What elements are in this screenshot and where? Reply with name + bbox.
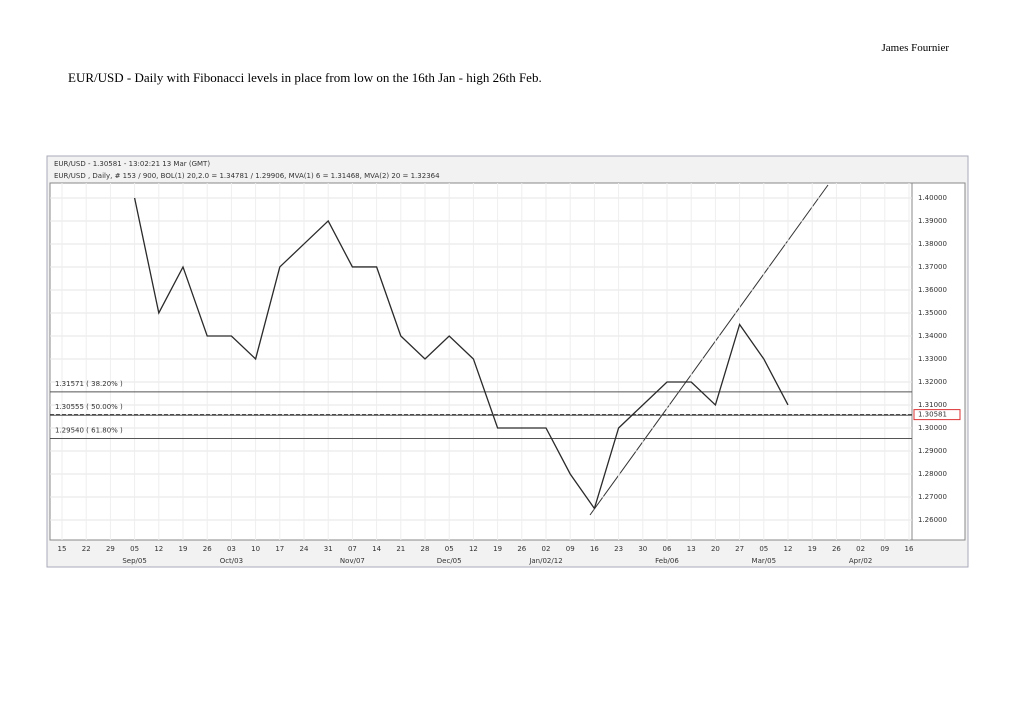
x-tick-label: 09 — [880, 545, 889, 553]
plot-area — [49, 182, 913, 541]
x-tick-label: 10 — [251, 545, 260, 553]
y-tick-label: 1.40000 — [918, 194, 947, 202]
y-tick-label: 1.28000 — [918, 470, 947, 478]
x-tick-label: 05 — [759, 545, 768, 553]
y-tick-label: 1.37000 — [918, 263, 947, 271]
y-tick-label: 1.35000 — [918, 309, 947, 317]
x-tick-label: 12 — [784, 545, 793, 553]
fib-label: 1.30555 ( 50.00% ) — [55, 403, 123, 411]
x-tick-label: 30 — [638, 545, 647, 553]
y-tick-label: 1.39000 — [918, 217, 947, 225]
month-label: Jan/02/12 — [528, 557, 562, 565]
y-tick-label: 1.36000 — [918, 286, 947, 294]
x-tick-label: 29 — [106, 545, 115, 553]
x-tick-label: 26 — [517, 545, 526, 553]
x-tick-label: 19 — [493, 545, 502, 553]
x-tick-label: 16 — [905, 545, 914, 553]
x-tick-label: 05 — [445, 545, 454, 553]
month-label: Dec/05 — [437, 557, 462, 565]
y-tick-label: 1.31000 — [918, 401, 947, 409]
x-tick-label: 17 — [275, 545, 284, 553]
x-tick-label: 03 — [227, 545, 236, 553]
y-tick-label: 1.33000 — [918, 355, 947, 363]
x-tick-label: 02 — [542, 545, 551, 553]
x-tick-label: 27 — [735, 545, 744, 553]
x-tick-label: 26 — [203, 545, 212, 553]
x-tick-label: 14 — [372, 545, 381, 553]
x-tick-label: 28 — [421, 545, 430, 553]
fib-label: 1.29540 ( 61.80% ) — [55, 427, 123, 435]
y-tick-label: 1.34000 — [918, 332, 947, 340]
y-tick-label: 1.29000 — [918, 447, 947, 455]
title: EUR/USD - Daily with Fibonacci levels in… — [68, 70, 542, 85]
y-axis-area — [911, 182, 966, 541]
author: James Fournier — [881, 42, 949, 54]
y-tick-label: 1.38000 — [918, 240, 947, 248]
x-tick-label: 06 — [663, 545, 672, 553]
chart-subtitle: EUR/USD , Daily, # 153 / 900, BOL(1) 20,… — [54, 172, 440, 180]
last-price-box — [913, 409, 961, 421]
x-tick-label: 19 — [808, 545, 817, 553]
x-tick-label: 24 — [300, 545, 309, 553]
y-tick-label: 1.32000 — [918, 378, 947, 386]
x-tick-label: 02 — [856, 545, 865, 553]
x-tick-label: 21 — [396, 545, 405, 553]
x-tick-label: 05 — [130, 545, 139, 553]
month-label: Mar/05 — [752, 557, 776, 565]
price-line — [133, 197, 789, 510]
chart-title: EUR/USD - 1.30581 - 13:02:21 13 Mar (GMT… — [54, 160, 210, 168]
x-tick-label: 12 — [469, 545, 478, 553]
x-tick-label: 31 — [324, 545, 333, 553]
x-tick-label: 15 — [58, 545, 67, 553]
month-label: Sep/05 — [122, 557, 146, 565]
month-label: Nov/07 — [340, 557, 365, 565]
x-tick-label: 13 — [687, 545, 696, 553]
x-tick-label: 07 — [348, 545, 357, 553]
y-tick-label: 1.27000 — [918, 493, 947, 501]
x-tick-label: 12 — [154, 545, 163, 553]
month-label: Oct/03 — [220, 557, 243, 565]
x-tick-label: 09 — [566, 545, 575, 553]
last-price-label: 1.30581 — [918, 411, 947, 419]
fib-label: 1.31571 ( 38.20% ) — [55, 380, 123, 388]
y-tick-label: 1.26000 — [918, 516, 947, 524]
x-tick-label: 16 — [590, 545, 599, 553]
x-tick-label: 20 — [711, 545, 720, 553]
month-label: Apr/02 — [849, 557, 872, 565]
x-tick-label: 19 — [179, 545, 188, 553]
x-tick-label: 22 — [82, 545, 91, 553]
x-tick-label: 26 — [832, 545, 841, 553]
y-tick-label: 1.30000 — [918, 424, 947, 432]
x-tick-label: 23 — [614, 545, 623, 553]
month-label: Feb/06 — [655, 557, 679, 565]
